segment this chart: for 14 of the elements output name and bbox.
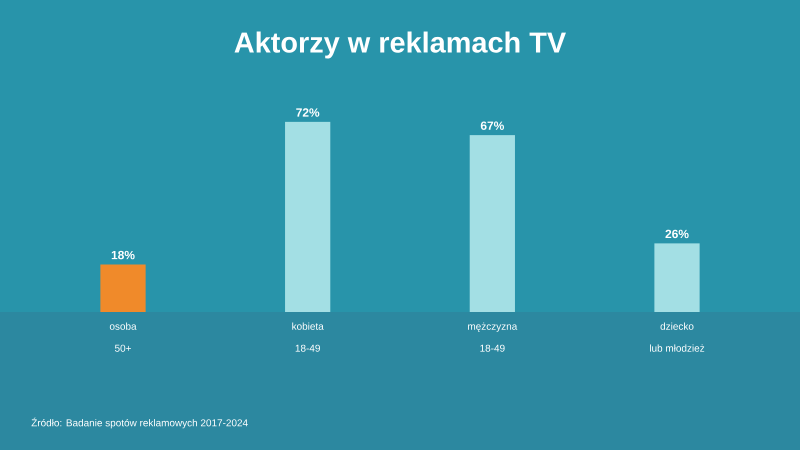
data-label: 67% [480,121,504,130]
category-label: mężczyzna 18-49 [468,322,518,352]
bar [285,122,330,312]
category-label: osoba 50+ [110,322,137,352]
data-label: 72% [296,108,320,117]
bar [654,243,700,312]
bar [470,135,515,312]
text: Źródło: Badanie spotów reklamowych 2017-2024 [32,418,248,428]
category-label: kobieta 18-49 [292,322,324,352]
bar [100,264,146,312]
data-label: 18% [112,250,135,260]
category-label: dziecko lub młodzież [650,322,704,352]
chart-title: Aktorzy w reklamach TV [234,32,566,58]
data-label: 26% [665,230,689,238]
